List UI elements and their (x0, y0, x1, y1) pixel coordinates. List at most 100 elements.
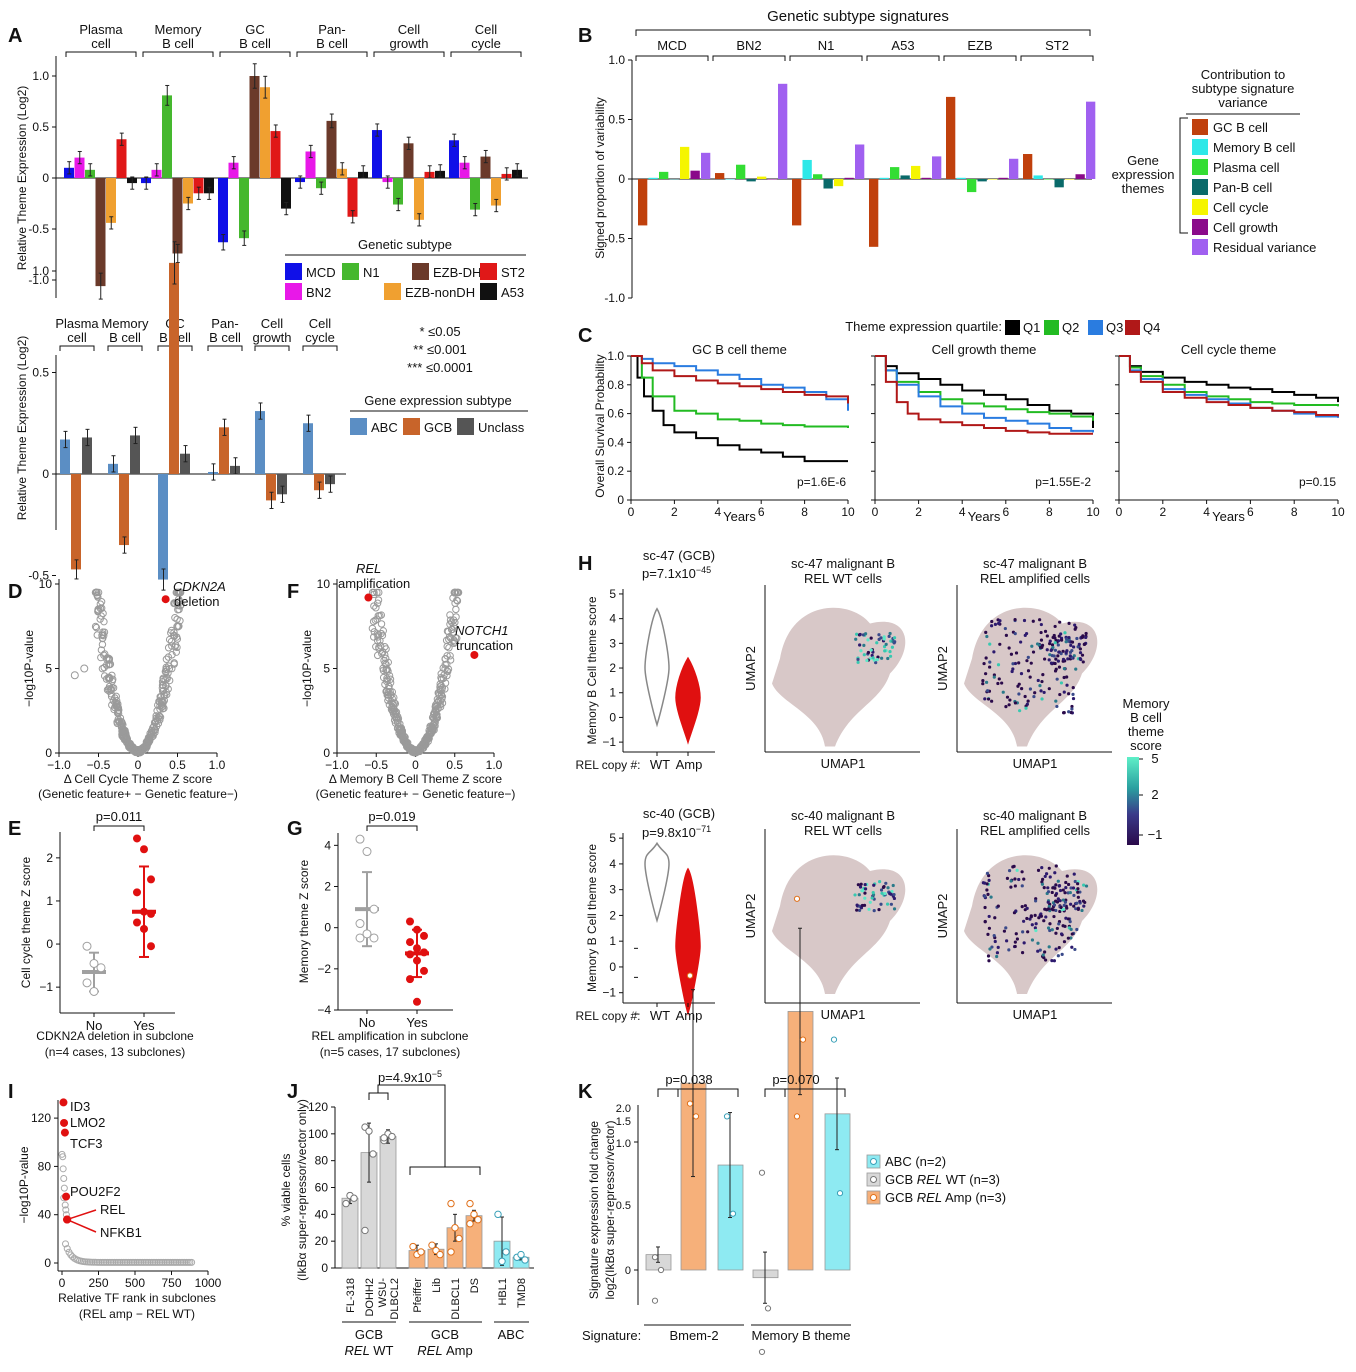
bar-theme_resid (701, 152, 711, 179)
umap-cell (1082, 904, 1086, 908)
umap-cell (1038, 684, 1042, 688)
legend-title: Gene expression subtype (364, 393, 511, 408)
umap-x-title: UMAP1 (821, 1007, 866, 1022)
y-tick-label: 0 (44, 1256, 51, 1270)
umap-cell (1069, 902, 1073, 906)
umap-title: sc-40 malignant B (791, 808, 895, 823)
umap-cell (1021, 930, 1025, 934)
category-label: growth (389, 36, 428, 51)
volcano-point (411, 748, 419, 756)
umap-cell (872, 883, 876, 887)
volcano-point (167, 626, 176, 635)
umap-cell (1011, 662, 1015, 666)
umap-cell (879, 888, 884, 892)
umap-cell (1047, 687, 1051, 691)
umap-cell (866, 650, 871, 655)
umap-cell (984, 656, 988, 660)
signature-label: Signature: (582, 1328, 641, 1343)
bracket (409, 1166, 481, 1175)
legend-swatch-MCD (285, 263, 302, 280)
umap-cell (1044, 872, 1049, 876)
legend-title: Contribution to (1201, 67, 1286, 82)
umap-cell (1068, 890, 1072, 895)
data-point (82, 978, 92, 988)
volcano-point (159, 702, 167, 710)
x-tick-label: 8 (1291, 505, 1298, 519)
data-point (140, 845, 148, 854)
bar-EZB-DH (403, 143, 414, 178)
legend-label: ST2 (501, 265, 525, 280)
x-tick-label: 4 (1203, 505, 1210, 519)
umap-cell (1056, 654, 1060, 658)
umap-cell (859, 882, 863, 886)
umap-cell (1013, 884, 1017, 888)
data-point (133, 918, 141, 927)
umap-cell (1081, 634, 1085, 638)
x-tick-label: DLBCL1 (450, 1278, 462, 1320)
umap-cell (1076, 890, 1080, 894)
y-tick-label: 4 (609, 857, 616, 871)
x-tick-label: −1.0 (325, 758, 349, 772)
bracket (377, 1084, 446, 1167)
umap-cell (1059, 652, 1063, 656)
umap-cell (1022, 618, 1027, 623)
umap-cell (884, 642, 888, 647)
x-tick-label: 1000 (195, 1276, 222, 1290)
umap-cell (860, 903, 865, 908)
umap-cell (857, 908, 862, 913)
volcano-point (433, 695, 442, 704)
legend-text-italic: REL (917, 1190, 942, 1205)
umap-cell (866, 638, 870, 642)
umap-cell (863, 896, 867, 900)
bracket (207, 345, 243, 351)
umap-cell (868, 900, 872, 904)
umap-cell (1058, 888, 1063, 893)
volcano-point (393, 719, 402, 727)
data-point (455, 1234, 463, 1243)
umap-cell (1054, 667, 1058, 671)
legend-label: GCB REL WT (n=3) (885, 1172, 1000, 1187)
y-tick-label: 120 (31, 1111, 51, 1125)
umap-cell (1053, 641, 1057, 645)
umap-cell (1076, 895, 1080, 899)
umap-cell (1046, 900, 1050, 904)
umap-cell (863, 887, 868, 891)
bar-theme_resid (855, 144, 865, 179)
umap-cell (1048, 928, 1052, 933)
umap-cell (1066, 917, 1070, 921)
y-tick-label: -1.0 (28, 273, 49, 287)
legend-side-label: themes (1122, 181, 1165, 196)
data-point (355, 933, 365, 943)
volcano-point (159, 674, 167, 683)
bar-EZB-DH (326, 120, 337, 178)
volcano-point (452, 605, 460, 614)
bracket (219, 51, 291, 57)
data-point (836, 1190, 844, 1197)
umap-cell (984, 680, 989, 684)
umap-cell (1072, 904, 1076, 908)
legend-label: Unclass (478, 420, 525, 435)
umap-cell (1058, 692, 1062, 697)
panel-g-chart: 4 2 0 −2 −4 Memory theme Z score No Yes p=0.019 R… (297, 809, 469, 1059)
umap-cell (1071, 692, 1075, 697)
data-point (764, 1305, 772, 1312)
volcano-point (170, 599, 179, 607)
y-tick-label: −1 (39, 980, 53, 994)
x-tick-label: 10 (1331, 505, 1345, 519)
volcano-point (382, 654, 390, 663)
tf-point (59, 1165, 67, 1173)
umap-cell (987, 926, 992, 930)
umap-cell (1005, 695, 1010, 699)
bar-theme_resid (1009, 158, 1019, 179)
umap-cell (1069, 927, 1073, 931)
y-tick-label: 0 (324, 921, 331, 935)
umap-cell (992, 650, 996, 654)
y-axis-title: Memory theme Z score (297, 859, 311, 983)
volcano-point (172, 648, 181, 656)
umap-cell (1041, 673, 1045, 677)
volcano-point (165, 635, 174, 644)
bar-N1 (239, 178, 249, 239)
bracket (373, 51, 445, 57)
